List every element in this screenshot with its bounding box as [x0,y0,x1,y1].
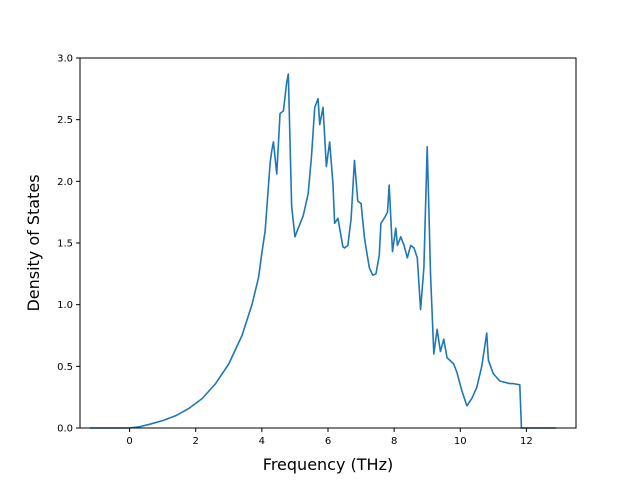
y-tick-label: 1.0 [57,300,73,311]
y-tick-label: 0.0 [57,424,73,435]
series-group [89,73,557,429]
x-tick-label: 2 [193,436,199,447]
y-axis-label: Density of States [24,174,43,311]
y-tick-label: 3.0 [57,54,73,65]
y-tick-label: 2.0 [57,177,73,188]
x-tick-label: 10 [454,436,467,447]
x-tick-label: 8 [391,436,397,447]
y-tick-label: 2.5 [57,115,73,126]
x-tick-label: 0 [126,436,132,447]
series-line-0 [89,73,557,429]
y-tick-label: 0.5 [57,362,73,373]
y-axis: 0.0 0.5 1.0 1.5 2.0 2.5 3.0 [57,54,80,435]
x-tick-label: 4 [259,436,265,447]
x-tick-label: 6 [325,436,331,447]
x-axis-label: Frequency (THz) [263,455,393,474]
x-axis: 0 2 4 6 8 10 12 [126,428,533,447]
y-tick-label: 1.5 [57,239,73,250]
x-tick-label: 12 [520,436,533,447]
